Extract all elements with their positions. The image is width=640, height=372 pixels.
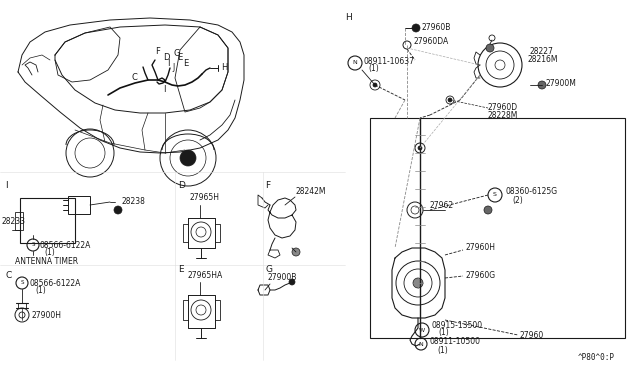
Circle shape	[484, 206, 492, 214]
Circle shape	[292, 248, 300, 256]
Circle shape	[413, 278, 423, 288]
Text: I: I	[167, 58, 170, 67]
Text: (1): (1)	[438, 328, 449, 337]
Text: I: I	[163, 86, 166, 94]
Text: W: W	[419, 327, 425, 333]
Text: 27900B: 27900B	[268, 273, 298, 282]
Text: 08360-6125G: 08360-6125G	[505, 187, 557, 196]
Text: 08911-10500: 08911-10500	[430, 337, 481, 346]
Text: 27962: 27962	[430, 201, 454, 209]
Text: 28233: 28233	[2, 218, 26, 227]
Text: 27960DA: 27960DA	[413, 38, 448, 46]
Text: 28228M: 28228M	[488, 112, 518, 121]
Text: (1): (1)	[437, 346, 448, 355]
Text: E: E	[183, 58, 188, 67]
Circle shape	[180, 150, 196, 166]
Text: N: N	[419, 341, 424, 346]
Text: (2): (2)	[512, 196, 523, 205]
Text: C: C	[5, 270, 12, 279]
Text: 28227: 28227	[530, 48, 554, 57]
Text: ^P80^0:P: ^P80^0:P	[578, 353, 615, 362]
Text: F: F	[265, 180, 270, 189]
Text: E: E	[177, 54, 182, 62]
Text: S: S	[20, 280, 24, 285]
Circle shape	[289, 279, 295, 285]
Text: F: F	[155, 48, 160, 57]
Text: G: G	[173, 48, 179, 58]
Text: C: C	[132, 74, 138, 83]
Text: 27960H: 27960H	[465, 244, 495, 253]
Text: G: G	[265, 266, 272, 275]
Text: 27960B: 27960B	[422, 23, 451, 32]
Text: 28238: 28238	[122, 198, 146, 206]
Text: 28242M: 28242M	[295, 187, 326, 196]
Text: 27900M: 27900M	[545, 78, 576, 87]
Text: E: E	[178, 266, 184, 275]
Text: 08566-6122A: 08566-6122A	[40, 241, 92, 250]
Circle shape	[538, 81, 546, 89]
Circle shape	[486, 44, 494, 52]
Text: (1): (1)	[35, 285, 45, 295]
Text: H: H	[221, 64, 227, 73]
Text: 28216M: 28216M	[528, 55, 559, 64]
Bar	[68, 196, 90, 214]
Text: S: S	[493, 192, 497, 198]
Circle shape	[373, 83, 377, 87]
Bar	[370, 118, 625, 338]
Text: 08566-6122A: 08566-6122A	[30, 279, 81, 288]
Text: (1): (1)	[44, 247, 55, 257]
Circle shape	[418, 146, 422, 150]
Text: 27965H: 27965H	[190, 193, 220, 202]
Text: 27960: 27960	[520, 330, 544, 340]
Text: H: H	[345, 13, 352, 22]
Text: ANTENNA TIMER: ANTENNA TIMER	[15, 257, 78, 266]
Text: 08915-13500: 08915-13500	[432, 321, 483, 330]
Text: 27965HA: 27965HA	[188, 270, 223, 279]
Text: 27960D: 27960D	[488, 103, 518, 112]
Text: N: N	[353, 61, 357, 65]
Circle shape	[114, 206, 122, 214]
Text: (1): (1)	[368, 64, 379, 73]
Text: D: D	[178, 180, 185, 189]
Text: I: I	[5, 180, 8, 189]
Text: D: D	[163, 54, 170, 62]
Bar	[20, 198, 75, 243]
Text: 27960G: 27960G	[465, 270, 495, 279]
Text: 08911-10637: 08911-10637	[363, 57, 414, 65]
Bar	[15, 212, 23, 230]
Text: S: S	[31, 243, 35, 247]
Text: 27900H: 27900H	[32, 311, 62, 320]
Circle shape	[448, 98, 452, 102]
Circle shape	[412, 24, 420, 32]
Text: J: J	[172, 64, 174, 73]
